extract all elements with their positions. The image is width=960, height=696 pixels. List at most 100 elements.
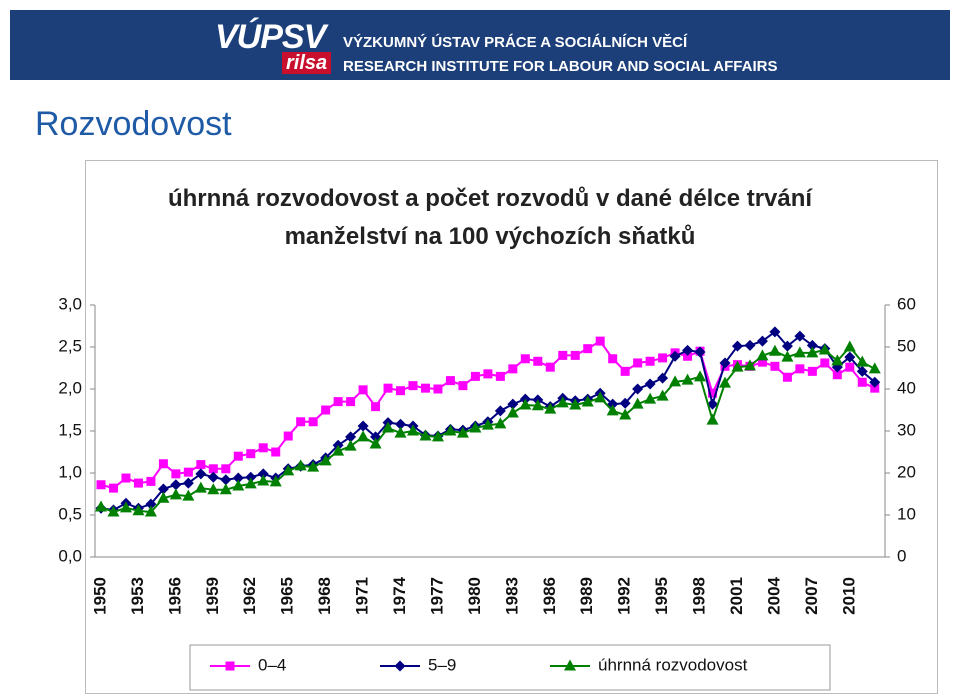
data-point	[631, 397, 644, 409]
data-point	[481, 418, 494, 430]
x-tick-label: 1989	[577, 577, 596, 615]
page-title: Rozvodovost	[35, 105, 232, 143]
data-point	[869, 376, 881, 388]
data-point	[806, 346, 819, 358]
data-point	[545, 362, 555, 372]
data-point	[283, 431, 293, 441]
data-point	[706, 413, 719, 425]
logo: VÚPSV	[215, 18, 326, 56]
data-point	[793, 346, 806, 358]
data-point	[221, 464, 231, 474]
x-tick-label: 1977	[427, 577, 446, 615]
data-point	[245, 471, 257, 483]
data-point	[308, 417, 318, 427]
data-point	[108, 483, 118, 493]
data-point	[845, 362, 855, 372]
data-point	[533, 356, 543, 366]
data-point	[232, 472, 244, 484]
y2-tick-label: 60	[897, 294, 916, 313]
data-point	[694, 346, 706, 358]
data-point	[606, 404, 619, 416]
data-point	[246, 449, 256, 459]
y2-tick-label: 30	[897, 420, 916, 439]
data-point	[844, 351, 856, 363]
data-point	[232, 479, 245, 491]
data-point	[207, 471, 219, 483]
data-point	[756, 335, 768, 347]
data-point	[694, 370, 707, 382]
data-point	[508, 364, 518, 374]
data-point	[396, 386, 406, 396]
data-point	[144, 505, 157, 517]
data-point	[544, 402, 557, 414]
data-point	[506, 406, 519, 418]
data-point	[570, 350, 580, 360]
data-point	[444, 424, 457, 436]
data-point	[656, 389, 669, 401]
data-point	[332, 444, 345, 456]
banner	[10, 10, 950, 80]
data-point	[257, 474, 270, 486]
y2-tick-label: 50	[897, 336, 916, 355]
x-tick-label: 1986	[540, 577, 559, 615]
data-point	[133, 478, 143, 488]
data-point	[420, 383, 430, 393]
legend-label: úhrnná rozvodovost	[598, 655, 748, 674]
data-point	[669, 350, 681, 362]
y-tick-label: 1,0	[58, 462, 82, 481]
data-point	[470, 371, 480, 381]
data-point	[433, 384, 443, 394]
legend-marker	[394, 660, 406, 672]
legend-label: 0–4	[258, 655, 286, 674]
data-point	[782, 372, 792, 382]
x-tick-label: 1995	[652, 577, 671, 615]
data-point	[483, 369, 493, 379]
data-point	[382, 421, 395, 433]
data-point	[158, 459, 168, 469]
data-point	[633, 358, 643, 368]
y-tick-label: 3,0	[58, 294, 82, 313]
data-point	[157, 483, 169, 495]
data-point	[632, 383, 644, 395]
data-point	[681, 373, 694, 385]
data-point	[394, 426, 407, 438]
data-point	[719, 376, 731, 388]
data-point	[321, 405, 331, 415]
data-point	[683, 351, 693, 361]
data-point	[757, 357, 767, 367]
x-tick-label: 1956	[165, 577, 184, 615]
y2-tick-label: 0	[897, 546, 906, 565]
data-point	[345, 431, 357, 443]
data-point	[595, 336, 605, 346]
data-point	[96, 480, 106, 490]
x-tick-label: 2004	[764, 576, 783, 614]
data-point	[183, 467, 193, 477]
data-point	[708, 388, 718, 398]
data-point	[344, 439, 357, 451]
data-point	[743, 359, 756, 371]
legend-label: 5–9	[428, 655, 456, 674]
x-tick-label: 1965	[278, 577, 297, 615]
x-tick-label: 1968	[315, 577, 334, 615]
data-point	[781, 340, 793, 352]
data-point	[756, 349, 769, 361]
data-point	[843, 340, 856, 352]
legend-marker	[564, 659, 576, 671]
data-point	[657, 372, 669, 384]
data-point	[294, 459, 307, 471]
data-point	[495, 371, 505, 381]
data-point	[258, 443, 268, 453]
data-point	[383, 383, 393, 393]
data-point	[569, 398, 582, 410]
y-tick-label: 0,0	[58, 546, 82, 565]
y-tick-label: 2,5	[58, 336, 82, 355]
data-point	[870, 383, 880, 393]
x-tick-label: 1998	[690, 577, 709, 615]
data-point	[669, 375, 682, 387]
data-point	[119, 501, 132, 513]
data-point	[408, 381, 418, 391]
legend-box	[189, 644, 831, 691]
data-point	[419, 429, 432, 441]
data-point	[608, 354, 618, 364]
